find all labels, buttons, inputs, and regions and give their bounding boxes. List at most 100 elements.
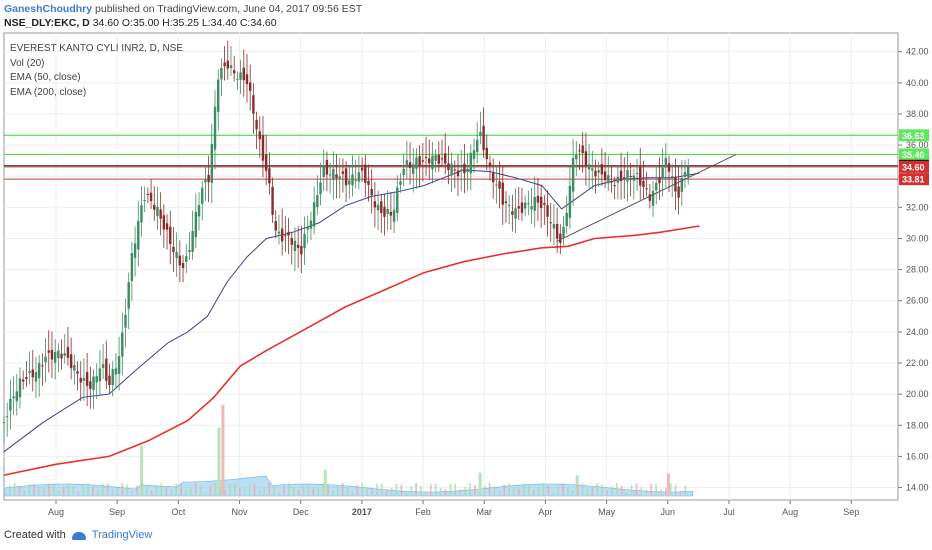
candle-body — [82, 378, 86, 381]
volume-bar — [381, 483, 383, 495]
candle-body — [607, 175, 610, 184]
tradingview-logo-icon — [71, 530, 86, 540]
legend-ema50[interactable]: EMA (50, close) — [10, 72, 81, 83]
volume-bar — [557, 485, 559, 495]
created-with-text: Created with — [4, 529, 66, 541]
candle-body — [28, 371, 31, 374]
volume-bar — [478, 472, 482, 495]
candle-body — [60, 353, 63, 359]
candle-body — [507, 205, 511, 207]
candle-body — [354, 180, 357, 182]
candle-body — [236, 78, 239, 80]
candle-body — [143, 200, 146, 202]
y-tick-label: 32.00 — [906, 202, 929, 212]
candle-body — [98, 368, 102, 382]
volume-bar — [273, 485, 275, 495]
candle-body — [396, 187, 399, 214]
candle-body — [642, 180, 645, 188]
volume-bar — [111, 489, 114, 495]
candle-body — [530, 206, 533, 210]
candle-body — [248, 82, 252, 91]
volume-bar — [97, 489, 99, 495]
volume-bar — [28, 484, 31, 495]
candle-body — [76, 371, 79, 374]
volume-bar — [454, 483, 457, 495]
candle-body — [287, 231, 290, 236]
volume-bar — [498, 490, 501, 495]
candle-body — [658, 177, 661, 184]
x-tick-label: Sep — [109, 507, 125, 517]
candle-body — [386, 208, 389, 214]
volume-bar — [317, 488, 319, 495]
candle-body — [440, 158, 444, 160]
legend-volume[interactable]: Vol (20) — [10, 57, 45, 69]
volume-bar — [366, 487, 368, 495]
y-tick-label: 38.00 — [906, 109, 929, 119]
candle-body — [491, 172, 495, 183]
candle-body — [559, 233, 562, 243]
candle-body — [271, 186, 274, 215]
candle-body — [562, 226, 565, 238]
candle-body — [408, 162, 412, 168]
ema200-line — [3, 225, 700, 476]
volume-bar — [645, 489, 648, 495]
candle-body — [431, 155, 434, 170]
y-tick-label: 16.00 — [906, 451, 929, 461]
volume-bar — [190, 487, 192, 495]
volume-bar — [655, 483, 657, 495]
candle-body — [309, 220, 313, 229]
y-tick-label: 42.00 — [906, 47, 929, 57]
candle-body — [201, 188, 204, 204]
volume-bar — [322, 483, 324, 495]
candle-body — [328, 174, 332, 176]
candle-body — [149, 192, 153, 202]
volume-bar — [8, 485, 11, 495]
volume-bar — [221, 405, 225, 495]
candle-body — [527, 203, 530, 205]
ohlc-values: 34.60 O:35.00 H:35.25 L:34.40 C:34.60 — [92, 17, 277, 29]
volume-bar — [666, 473, 670, 495]
volume-bar — [263, 486, 266, 495]
volume-bar — [684, 485, 687, 495]
volume-bar — [449, 483, 452, 495]
volume-bar — [170, 489, 173, 495]
candle-body — [575, 154, 578, 160]
volume-bar — [601, 484, 603, 495]
y-tick-label: 40.00 — [906, 78, 929, 88]
tradingview-link[interactable]: TradingView — [91, 529, 153, 541]
candle-body — [428, 158, 431, 164]
candle-body — [73, 365, 76, 371]
candle-body — [501, 182, 504, 205]
candle-body — [207, 174, 210, 183]
candle-body — [475, 139, 479, 153]
volume-bar — [248, 483, 251, 495]
candle-body — [367, 180, 370, 185]
candle-body — [348, 180, 351, 185]
legend-ema200[interactable]: EMA (200, close) — [10, 86, 87, 98]
volume-bar — [92, 487, 94, 495]
volume-bar — [586, 488, 589, 495]
volume-bar — [567, 486, 569, 495]
candle-body — [626, 169, 629, 182]
candle-body — [34, 372, 38, 382]
volume-bar — [209, 485, 212, 495]
candle-body — [130, 253, 134, 282]
candle-body — [185, 256, 188, 262]
volume-bar — [283, 485, 285, 495]
candle-body — [239, 72, 242, 80]
author-link[interactable]: GaneshChoudhry — [4, 3, 93, 15]
price-label: 33.81 — [902, 175, 925, 185]
candle-body — [472, 150, 476, 159]
price-label-bg — [899, 148, 929, 161]
candle-body — [101, 364, 105, 368]
ohlc-line: NSE_DLY:EKC, D 34.60 O:35.00 H:35.25 L:3… — [4, 17, 277, 29]
volume-bar — [434, 483, 437, 495]
candle-body — [181, 263, 185, 269]
candle-body — [619, 170, 623, 182]
candle-body — [12, 396, 15, 399]
volume-bar — [596, 483, 599, 495]
volume-bar — [410, 485, 413, 495]
volume-bar — [106, 483, 109, 495]
candle-body — [392, 209, 396, 222]
